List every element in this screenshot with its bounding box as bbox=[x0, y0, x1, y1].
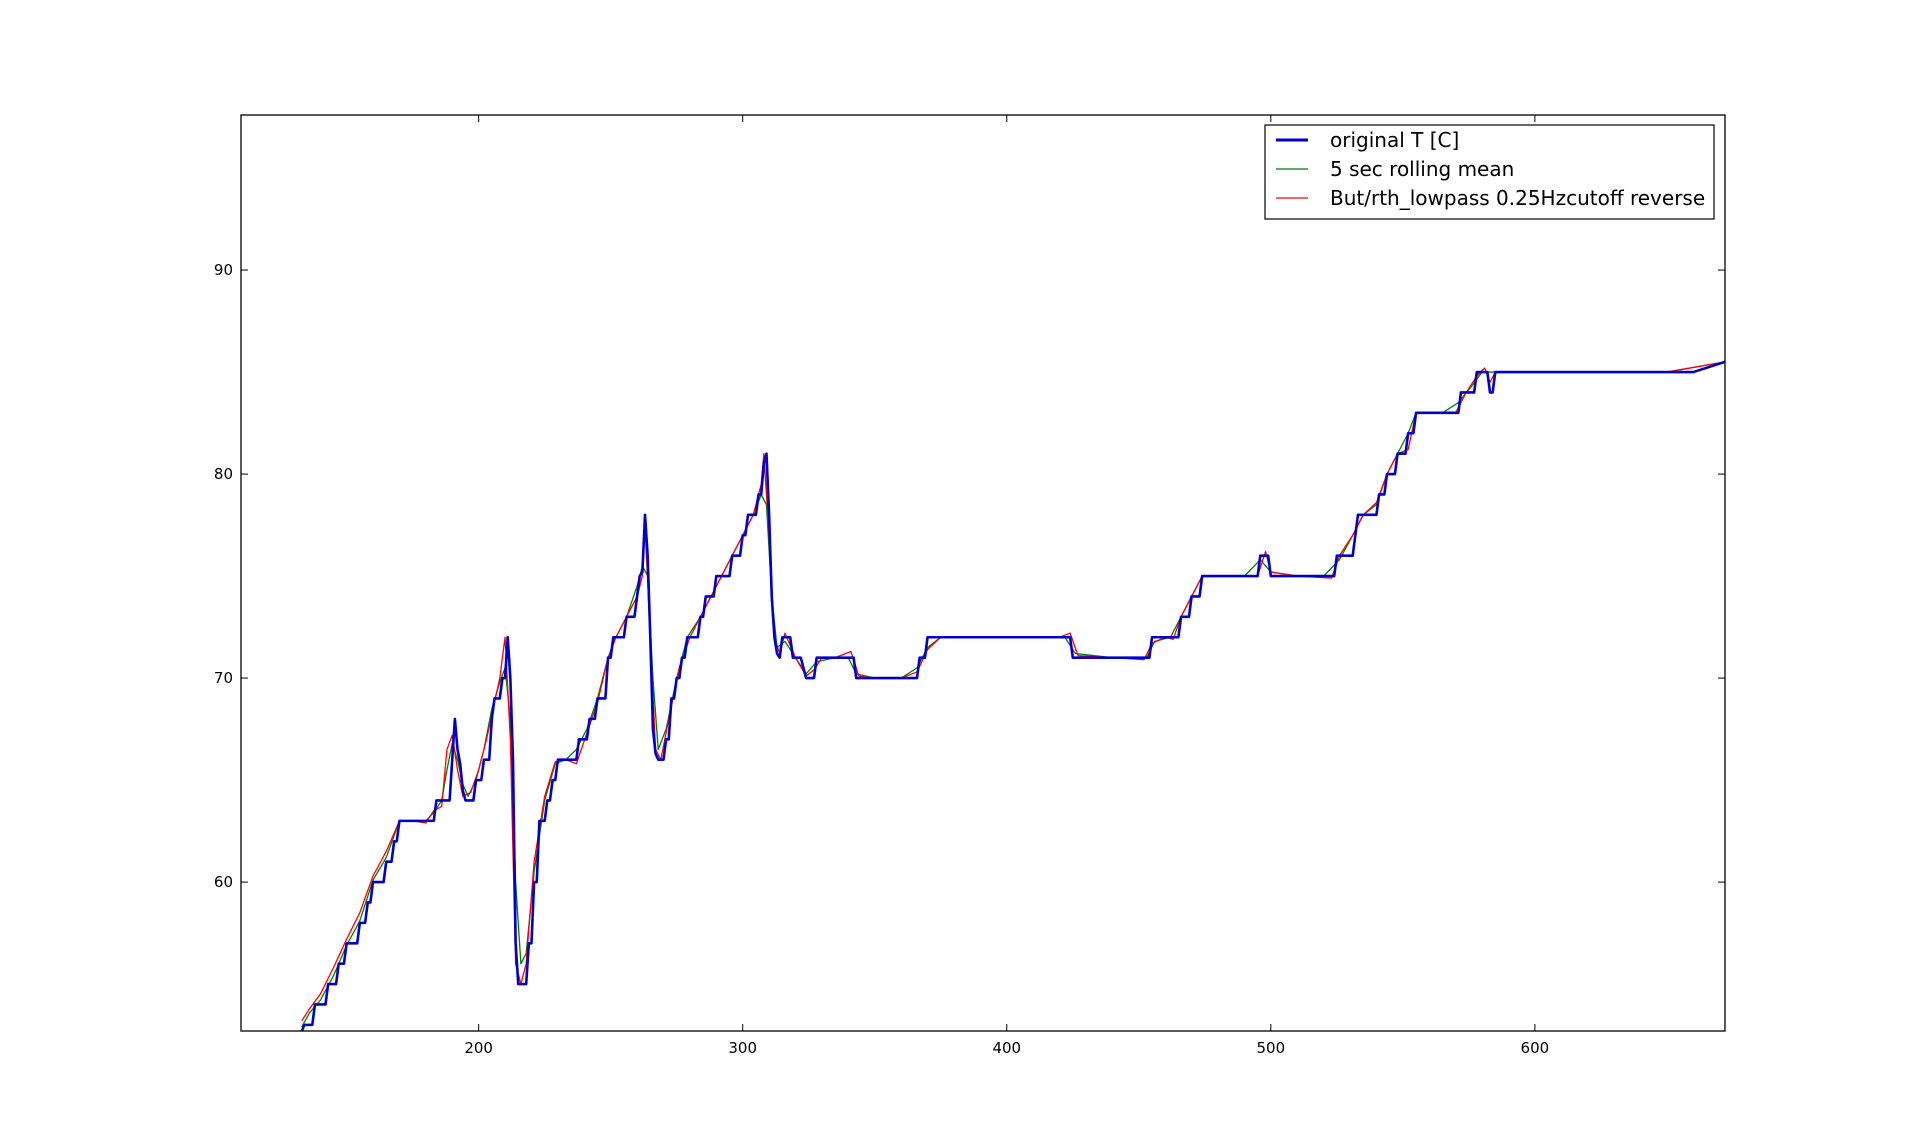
x-tick-label: 300 bbox=[728, 1039, 757, 1057]
y-tick-label: 70 bbox=[214, 669, 233, 687]
legend-label-lowpass: But/rth_lowpass 0.25Hzcutoff reverse bbox=[1330, 186, 1705, 210]
legend-box bbox=[1264, 124, 1715, 220]
y-tick-label: 80 bbox=[214, 465, 233, 483]
series-line-0 bbox=[300, 360, 1725, 1031]
legend-label-original: original T [C] bbox=[1330, 128, 1459, 152]
legend-label-rolling-mean: 5 sec rolling mean bbox=[1330, 157, 1514, 181]
x-tick-label: 200 bbox=[464, 1039, 493, 1057]
series-layer bbox=[300, 360, 1725, 1031]
x-tick-label: 600 bbox=[1521, 1039, 1550, 1057]
y-tick-label: 90 bbox=[214, 261, 233, 279]
x-tick-label: 500 bbox=[1257, 1039, 1286, 1057]
y-tick-label: 60 bbox=[214, 873, 233, 891]
axes-layer: 200 300 400 500 600 60 70 80 90 bbox=[214, 115, 1725, 1057]
legend: original T [C] 5 sec rolling mean But/rt… bbox=[1264, 124, 1715, 220]
plot-frame bbox=[240, 114, 1726, 1032]
x-tick-label: 400 bbox=[992, 1039, 1021, 1057]
